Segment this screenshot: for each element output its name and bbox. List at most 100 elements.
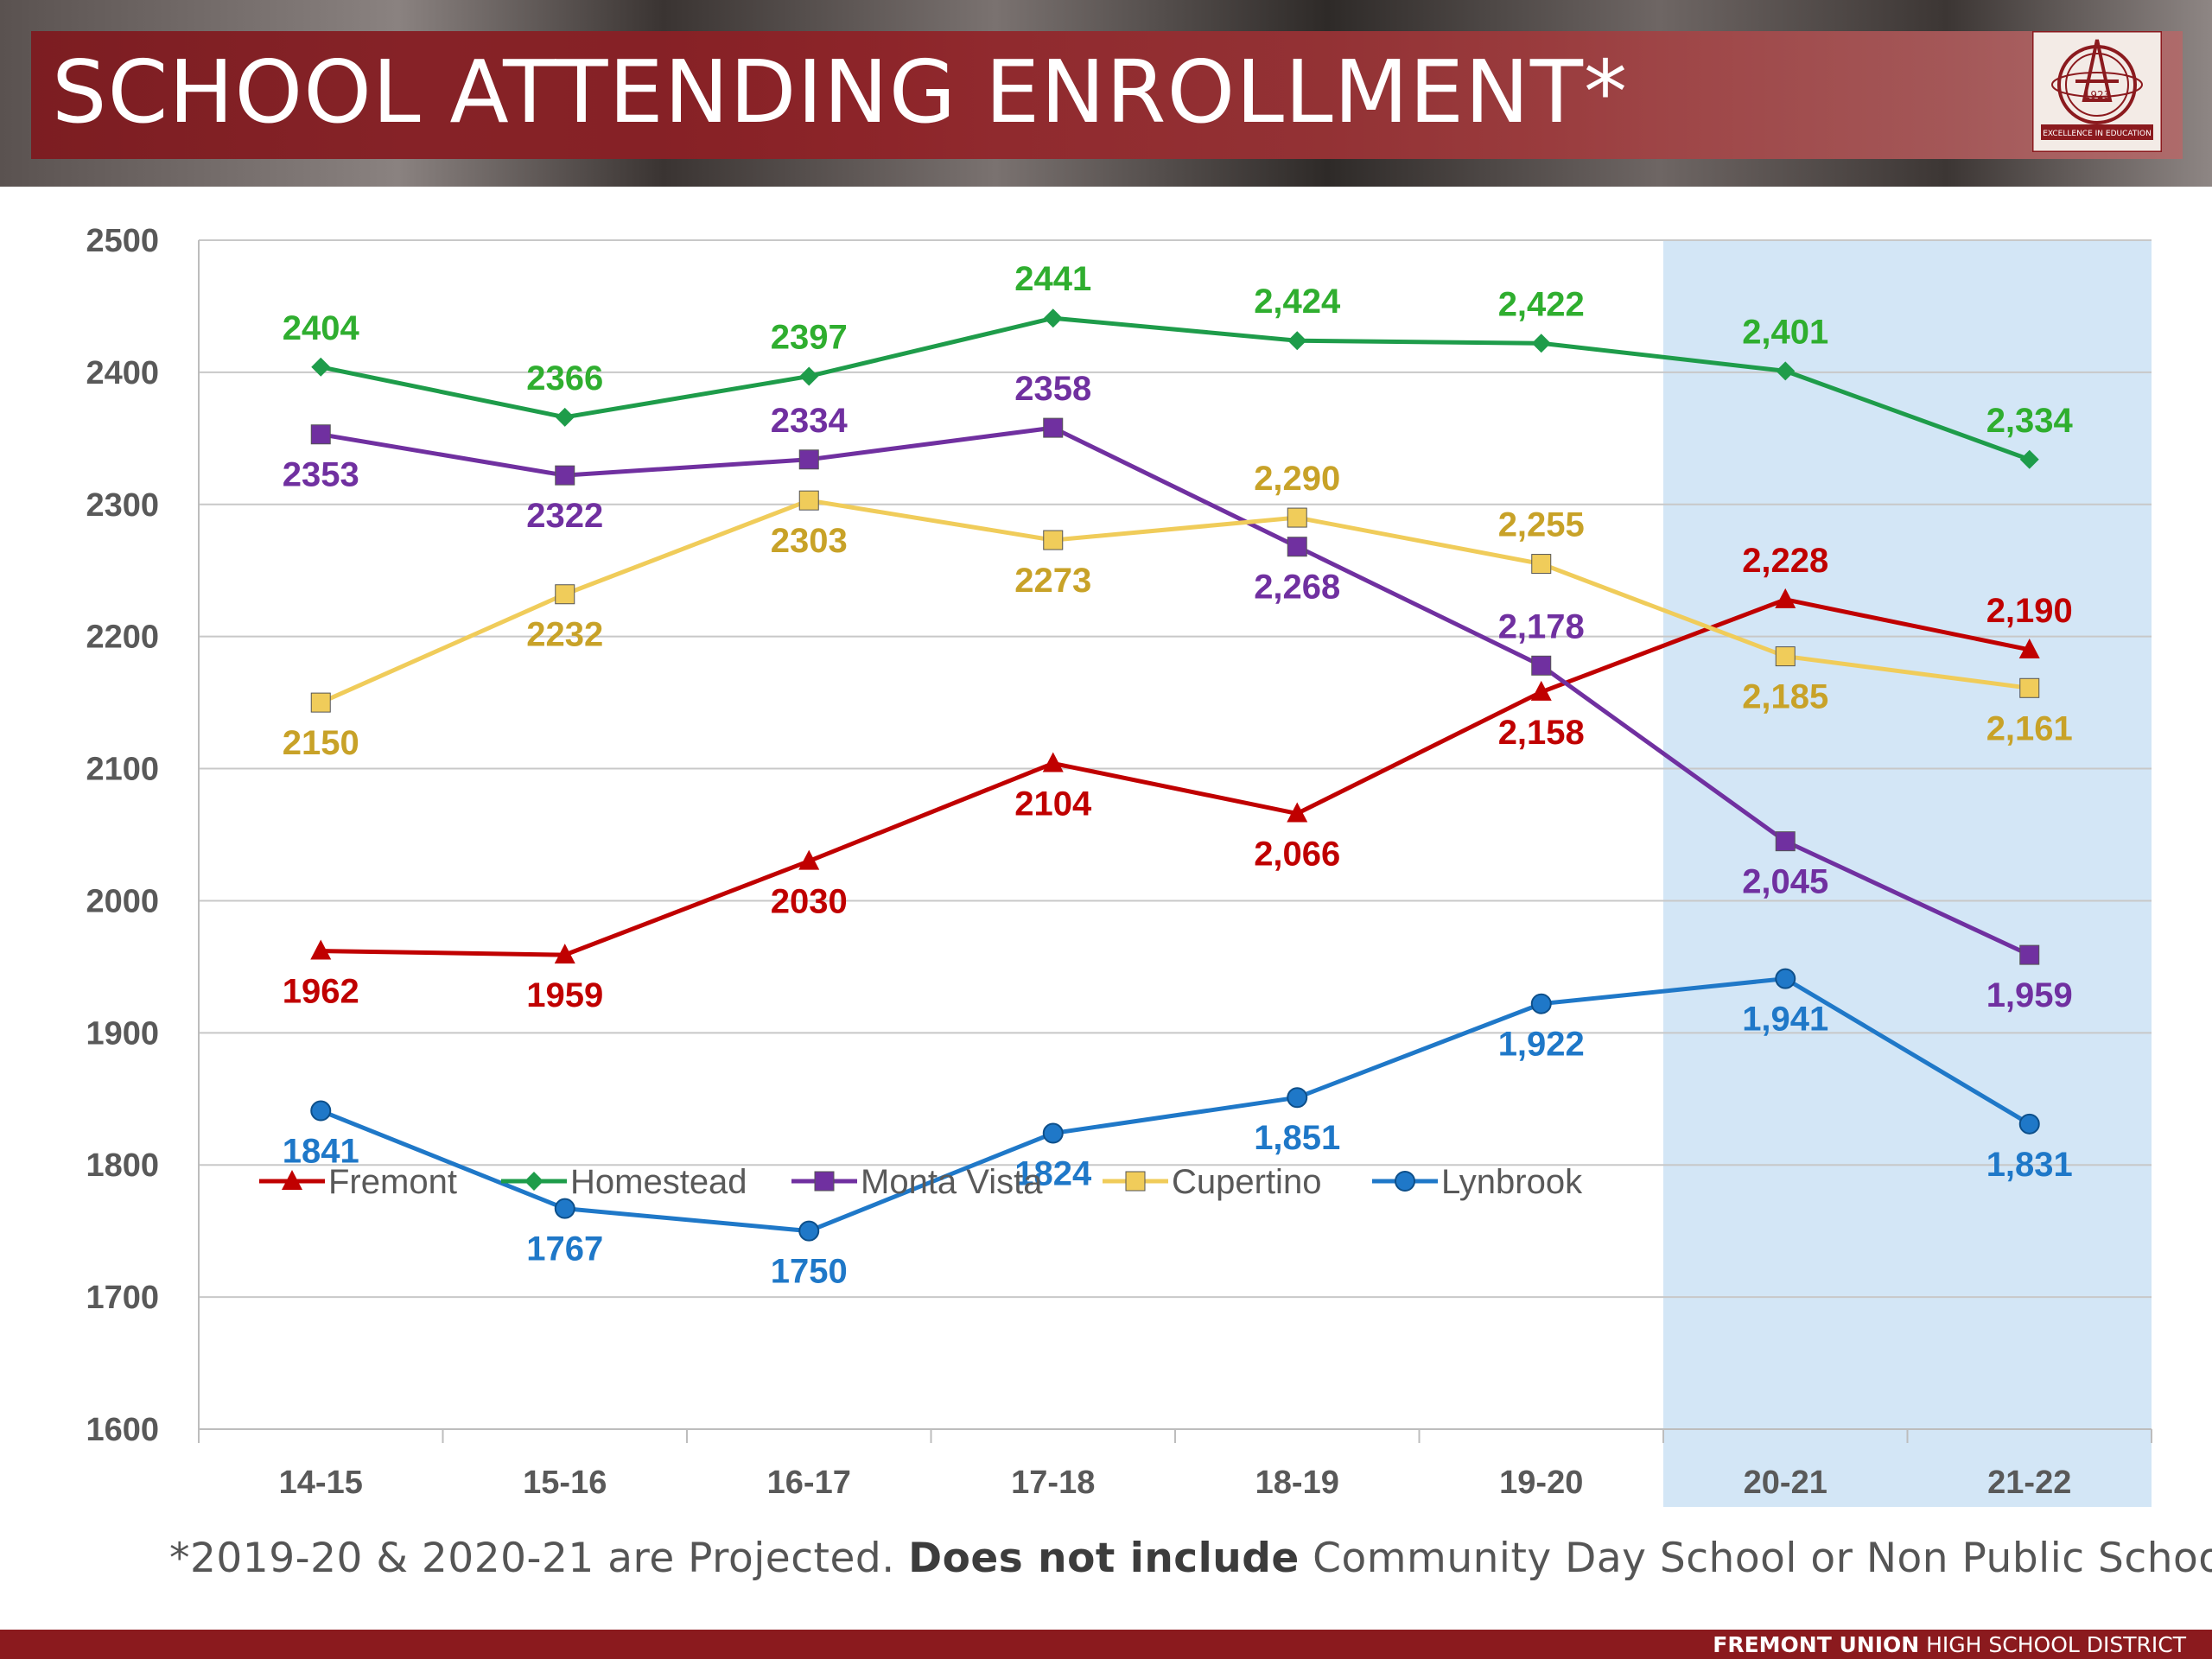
data-label-cupertino: 2150 <box>283 724 359 762</box>
data-point-monta-vista <box>555 465 575 486</box>
data-point-fremont <box>1287 802 1308 823</box>
data-point-homestead <box>2019 449 2039 469</box>
data-point-monta-vista <box>798 449 819 470</box>
data-point-fremont <box>2018 638 2040 658</box>
data-label-monta-vista: 1,959 <box>1986 976 2073 1014</box>
x-tick-label: 18-19 <box>1255 1465 1339 1501</box>
series-line-monta-vista <box>320 425 2031 957</box>
data-label-fremont: 2,228 <box>1742 542 1828 580</box>
legend-marker-homestead <box>524 1172 543 1191</box>
y-tick-label: 2300 <box>86 487 159 524</box>
data-label-cupertino: 2232 <box>526 616 603 654</box>
y-tick-label: 2100 <box>86 752 159 788</box>
data-point-monta-vista <box>310 424 331 445</box>
series-line-lynbrook <box>320 976 2031 1234</box>
data-point-cupertino <box>555 584 575 605</box>
data-label-fremont: 1959 <box>526 976 603 1014</box>
footer-brand: FREMONT UNION HIGH SCHOOL DISTRICT <box>1713 1632 2186 1657</box>
data-point-fremont <box>1042 752 1064 772</box>
legend-label-fremont: Fremont <box>328 1163 457 1201</box>
page-title: SCHOOL ATTENDING ENROLLMENT* <box>52 41 1628 143</box>
data-label-monta-vista: 2,045 <box>1742 863 1828 901</box>
footnote-bold: Does not include <box>908 1535 1300 1582</box>
x-tick-label: 16-17 <box>767 1465 851 1501</box>
data-point-lynbrook <box>798 1220 820 1242</box>
legend-marker-monta-vista <box>814 1171 835 1192</box>
series-line-homestead <box>320 315 2031 462</box>
data-label-lynbrook: 1,831 <box>1986 1146 2073 1184</box>
data-label-fremont: 2104 <box>1014 785 1092 823</box>
data-point-homestead <box>799 366 819 386</box>
data-label-cupertino: 2,185 <box>1742 678 1828 716</box>
data-point-fremont <box>798 849 820 870</box>
data-label-lynbrook: 1750 <box>771 1253 848 1291</box>
data-label-cupertino: 2303 <box>771 522 848 560</box>
data-label-lynbrook: 1,851 <box>1254 1119 1340 1157</box>
data-label-fremont: 1962 <box>283 973 359 1011</box>
data-point-cupertino <box>1531 554 1552 575</box>
y-tick-label: 2000 <box>86 883 159 919</box>
y-tick-label: 2400 <box>86 355 159 391</box>
x-tick-label: 21-22 <box>1987 1465 2071 1501</box>
data-point-lynbrook <box>1530 993 1552 1014</box>
data-point-monta-vista <box>1775 831 1796 852</box>
data-label-monta-vista: 2353 <box>283 456 359 494</box>
data-label-monta-vista: 2,178 <box>1498 607 1585 645</box>
data-point-lynbrook <box>2018 1113 2040 1135</box>
legend-label-homestead: Homestead <box>570 1163 747 1201</box>
data-label-monta-vista: 2,268 <box>1254 569 1340 607</box>
title-band <box>31 31 2183 159</box>
data-point-cupertino <box>1287 507 1307 528</box>
data-label-cupertino: 2,161 <box>1986 709 2073 747</box>
data-point-homestead <box>1531 334 1551 353</box>
data-point-lynbrook <box>1287 1087 1308 1109</box>
data-label-homestead: 2,424 <box>1254 283 1341 321</box>
legend-marker-lynbrook <box>1395 1171 1415 1192</box>
data-point-monta-vista <box>1043 417 1064 438</box>
footer-bar <box>0 1630 2212 1659</box>
data-point-fremont <box>1530 680 1552 701</box>
enrollment-line-chart: 2500 2400 2300 2200 2100 2000 1900 1800 1700 1600… <box>86 223 2152 1507</box>
data-label-fremont: 2,158 <box>1498 714 1585 752</box>
data-label-cupertino: 2,255 <box>1498 506 1585 544</box>
data-point-homestead <box>555 407 575 427</box>
data-label-monta-vista: 2334 <box>771 402 849 440</box>
data-point-lynbrook <box>1775 968 1796 989</box>
x-tick-label: 17-18 <box>1011 1465 1095 1501</box>
data-label-homestead: 2397 <box>771 318 848 356</box>
footnote: *2019-20 & 2020-21 are Projected. Does n… <box>169 1535 2212 1582</box>
footnote-prefix: *2019-20 & 2020-21 are Projected. <box>169 1535 909 1582</box>
district-logo-icon: 1923 EXCELLENCE IN EDUCATION <box>2032 31 2162 152</box>
x-tick-label: 15-16 <box>523 1465 607 1501</box>
data-point-lynbrook <box>554 1198 575 1219</box>
footer-brand-rest: HIGH SCHOOL DISTRICT <box>1919 1632 2186 1657</box>
data-label-fremont: 2030 <box>771 883 848 921</box>
legend-marker-cupertino <box>1125 1171 1146 1192</box>
y-tick-label: 1700 <box>86 1280 159 1316</box>
data-point-homestead <box>1043 308 1063 328</box>
data-point-fremont <box>554 944 575 964</box>
data-label-cupertino: 2273 <box>1014 562 1091 600</box>
data-label-lynbrook: 1,922 <box>1498 1026 1585 1064</box>
data-label-fremont: 2,066 <box>1254 836 1340 874</box>
series-line-cupertino <box>320 498 2031 705</box>
data-label-monta-vista: 2322 <box>526 497 603 535</box>
data-label-fremont: 2,190 <box>1986 592 2073 630</box>
y-tick-label: 1800 <box>86 1147 159 1184</box>
x-tick-label: 20-21 <box>1744 1465 1827 1501</box>
data-label-homestead: 2,422 <box>1498 285 1585 323</box>
data-point-cupertino <box>1775 646 1796 667</box>
data-label-homestead: 2404 <box>283 309 360 347</box>
legend-label-monta-vista: Monta Vista <box>861 1163 1043 1201</box>
y-tick-label: 1600 <box>86 1412 159 1448</box>
data-label-lynbrook: 1841 <box>283 1133 359 1171</box>
data-point-monta-vista <box>1531 655 1552 676</box>
data-label-lynbrook: 1824 <box>1014 1155 1092 1193</box>
data-label-homestead: 2,334 <box>1986 402 2074 440</box>
data-label-homestead: 2441 <box>1014 260 1091 298</box>
data-label-homestead: 2,401 <box>1742 313 1828 351</box>
data-point-cupertino <box>310 692 331 713</box>
data-point-lynbrook <box>310 1100 332 1122</box>
footnote-suffix: Community Day School or Non Public Schoo… <box>1299 1535 2212 1582</box>
data-point-cupertino <box>798 490 819 511</box>
